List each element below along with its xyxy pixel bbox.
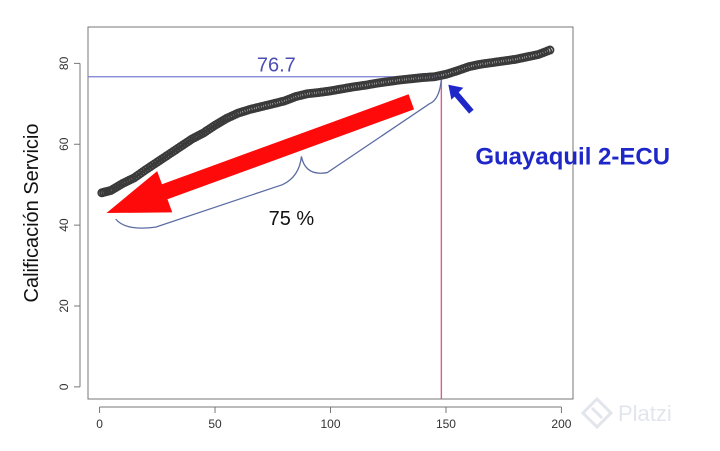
y-tick-label: 80 [57,56,71,70]
pointer-arrow-icon [448,84,474,114]
pointer-arrow-head [448,84,464,100]
big-red-arrow [106,94,415,213]
x-tick-label: 0 [96,417,103,431]
y-tick-label: 60 [57,137,71,151]
highlight-point-label: Guayaquil 2-ECU [475,144,670,171]
percent-brace [115,79,443,229]
y-tick-label: 0 [57,383,71,390]
data-series [97,45,555,198]
reference-value-label: 76.7 [257,55,296,77]
x-tick-label: 100 [320,417,340,431]
y-tick-label: 20 [57,299,71,313]
x-tick-label: 200 [551,417,571,431]
watermark-text: Platzi [618,401,672,426]
y-axis-label: Calificación Servicio [21,124,43,303]
y-axis: 0 20 40 60 80 [57,56,81,390]
x-tick-label: 150 [436,417,456,431]
y-tick-label: 40 [57,218,71,232]
plot-frame [87,26,574,400]
data-point [545,45,555,55]
x-axis: 0 50 100 150 200 [96,406,572,431]
percent-label: 75 % [269,208,315,230]
platzi-logo-icon [580,396,614,430]
x-tick-label: 50 [208,417,222,431]
